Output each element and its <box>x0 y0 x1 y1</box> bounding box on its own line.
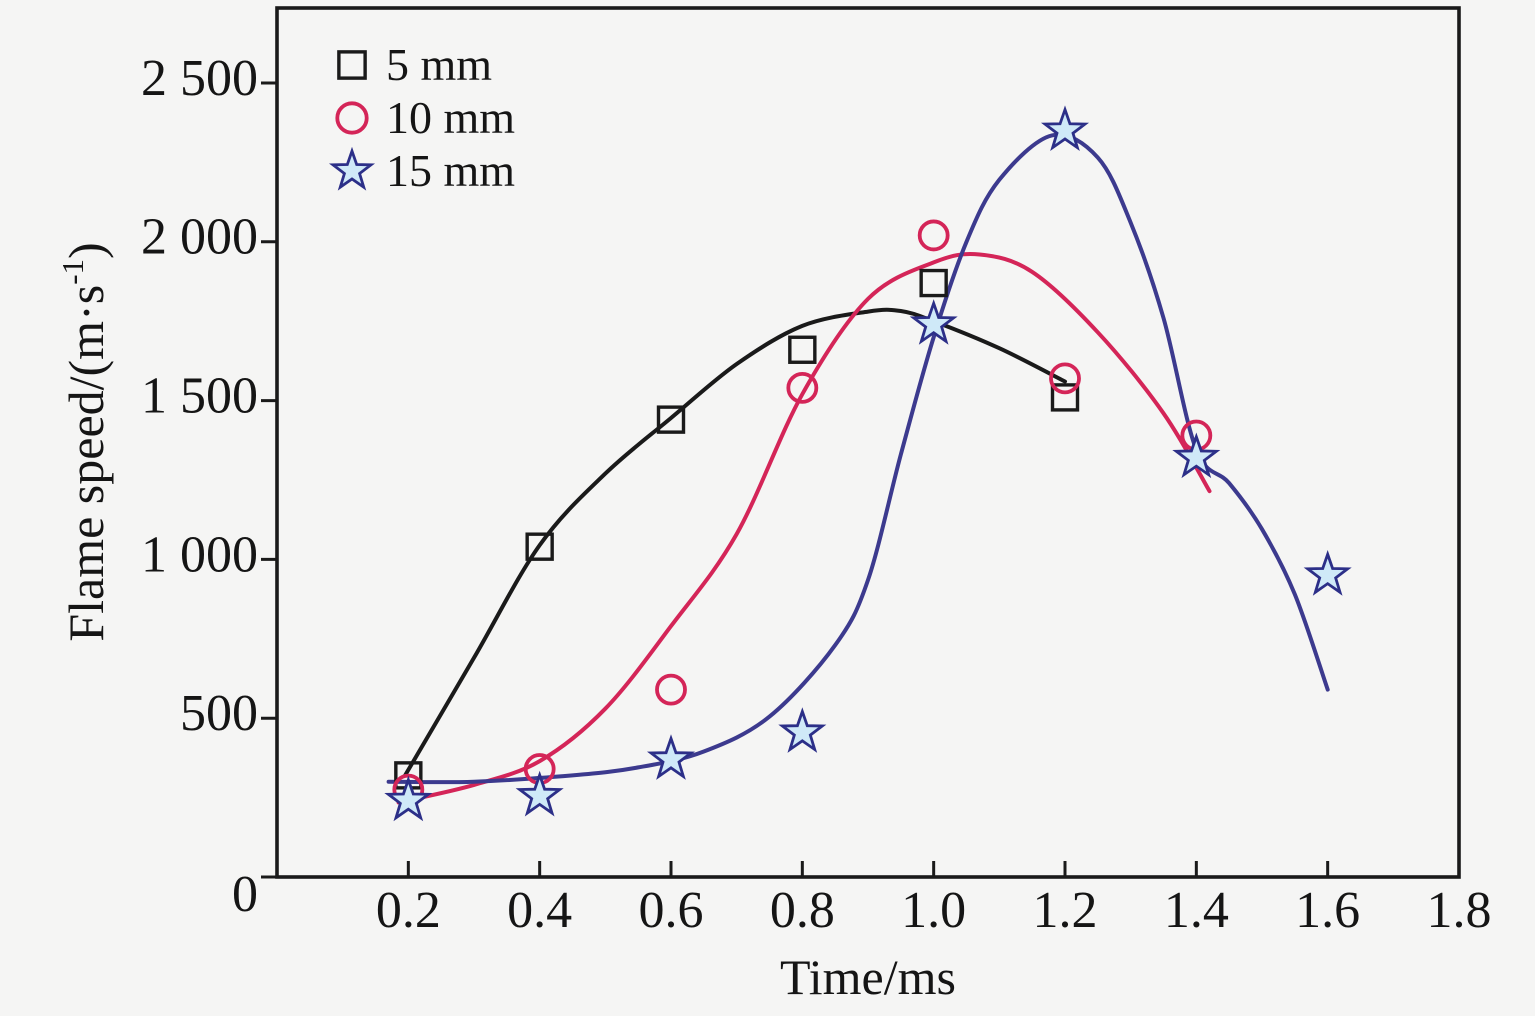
marker-star <box>384 775 433 822</box>
series-10mm <box>392 219 1213 806</box>
x-tick-label: 1.0 <box>901 882 966 939</box>
marker-circle <box>335 100 369 135</box>
y-tick-label: 2 000 <box>141 209 258 266</box>
axis-ticks: 0.2 0.4 0.6 0.8 1.0 1.2 1.4 1.6 1.8 0 500 1 000 1 50… <box>141 50 1492 939</box>
x-tick-label: 0.4 <box>507 882 572 939</box>
marker-star <box>778 707 827 753</box>
marker-star <box>328 146 376 191</box>
legend-label-5mm: 5 mm <box>386 39 493 90</box>
x-tick-label: 1.8 <box>1427 882 1492 939</box>
marker-square <box>337 49 367 80</box>
series-15mm <box>384 105 1352 822</box>
marker-square <box>788 335 817 364</box>
legend-label-10mm: 10 mm <box>386 92 516 143</box>
marker-star <box>1172 432 1221 479</box>
y-tick-label: 500 <box>180 685 258 742</box>
marker-star <box>909 299 958 345</box>
marker-circle <box>786 371 819 404</box>
x-tick-label: 1.4 <box>1164 882 1229 939</box>
marker-square <box>1050 383 1080 412</box>
legend-marker-circle-icon <box>335 100 369 135</box>
x-axis-title: Time/ms <box>779 949 956 1005</box>
marker-square <box>656 405 686 434</box>
plot-frame <box>275 6 1461 879</box>
x-tick-label: 1.6 <box>1295 882 1360 939</box>
legend-marker-square-icon <box>337 49 367 80</box>
marker-circle <box>917 219 950 252</box>
marker-star <box>1303 549 1352 596</box>
y-tick-label: 1 000 <box>141 526 258 583</box>
marker-circle <box>1049 362 1081 395</box>
legend-marker-star-icon <box>328 146 376 191</box>
x-tick-label: 1.2 <box>1033 882 1098 939</box>
marker-star <box>515 770 564 817</box>
fit-curve-5mm <box>403 307 1067 778</box>
y-axis-title-close: ) <box>58 242 114 259</box>
y-axis-title: Flame speed/(m·s-1) <box>55 242 115 642</box>
y-tick-label: 1 500 <box>141 368 258 425</box>
marker-square <box>525 532 554 561</box>
y-tick-label: 0 <box>232 866 258 923</box>
series-5mm <box>394 268 1080 790</box>
x-tick-label: 0.2 <box>376 882 441 939</box>
legend: 5 mm 10 mm 15 mm <box>328 38 515 197</box>
marker-star <box>646 734 696 780</box>
legend-item-5mm: 5 mm <box>328 38 515 91</box>
legend-label-15mm: 15 mm <box>386 145 516 196</box>
legend-item-10mm: 10 mm <box>328 91 515 144</box>
marker-star <box>1040 105 1090 152</box>
x-tick-label: 0.6 <box>639 882 704 939</box>
y-axis-title-superscript: -1 <box>55 258 91 285</box>
legend-item-15mm: 15 mm <box>328 144 515 197</box>
y-tick-label: 2 500 <box>141 50 258 107</box>
marker-circle <box>655 673 687 706</box>
marker-square <box>919 268 948 298</box>
fit-curve-10mm <box>396 252 1212 805</box>
x-tick-label: 0.8 <box>770 882 835 939</box>
y-axis-title-main: Flame speed/(m·s <box>58 284 114 642</box>
